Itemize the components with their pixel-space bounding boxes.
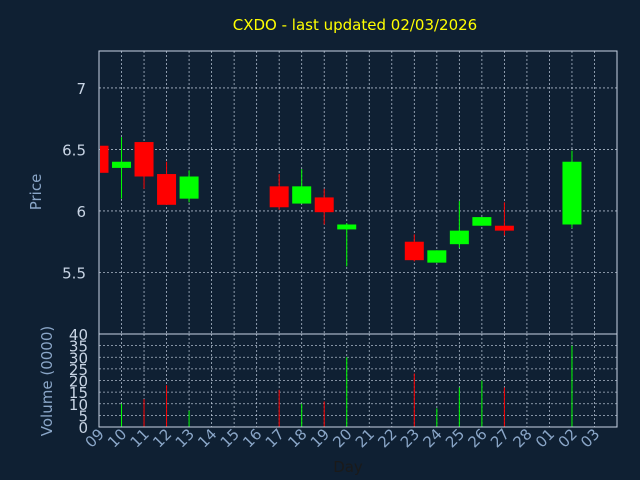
- candle-body: [337, 224, 357, 230]
- volume-tick-label: 0: [78, 419, 88, 437]
- candle-body: [269, 186, 289, 208]
- candle-body: [314, 197, 334, 213]
- candle-body: [157, 174, 177, 205]
- price-candles: [98, 137, 582, 267]
- candle-body: [427, 250, 447, 263]
- volume-tick-label: 5: [78, 407, 88, 425]
- candle-body: [112, 161, 132, 168]
- price-axis-label: Price: [27, 174, 45, 211]
- volume-panel-frame: [98, 333, 618, 428]
- price-tick-label: 6.5: [62, 141, 86, 159]
- price-tick-label: 5.5: [62, 264, 86, 282]
- candle-body: [292, 186, 312, 204]
- candle-body: [404, 241, 424, 261]
- volume-bars: [121, 345, 573, 427]
- price-tick-label: 7: [76, 80, 86, 98]
- price-grid: [99, 51, 617, 334]
- x-tick-label: 03: [577, 425, 603, 451]
- volume-tick-label: 20: [69, 373, 88, 391]
- candle-body: [134, 142, 154, 177]
- chart-title: CXDO - last updated 02/03/2026: [233, 16, 477, 34]
- axis-tick-labels: 5.566.5705101520253035400910111213141516…: [62, 80, 603, 451]
- candle-body: [562, 161, 582, 225]
- volume-axis-label: Volume (0000): [38, 326, 56, 436]
- volume-tick-label: 25: [69, 361, 88, 379]
- volume-tick-label: 15: [69, 384, 88, 402]
- volume-tick-label: 35: [69, 338, 88, 356]
- candle-body: [472, 217, 492, 226]
- volume-tick-label: 40: [69, 326, 88, 344]
- candle-body: [100, 145, 109, 173]
- volume-tick-label: 30: [69, 349, 88, 367]
- volume-tick-label: 10: [69, 396, 88, 414]
- price-panel-frame: [98, 50, 618, 335]
- volume-grid: [99, 334, 617, 427]
- candle-body: [494, 225, 514, 231]
- price-tick-label: 6: [76, 203, 86, 221]
- x-axis-label: Day: [333, 458, 363, 476]
- candle-body: [179, 176, 199, 199]
- candle-body: [449, 230, 469, 245]
